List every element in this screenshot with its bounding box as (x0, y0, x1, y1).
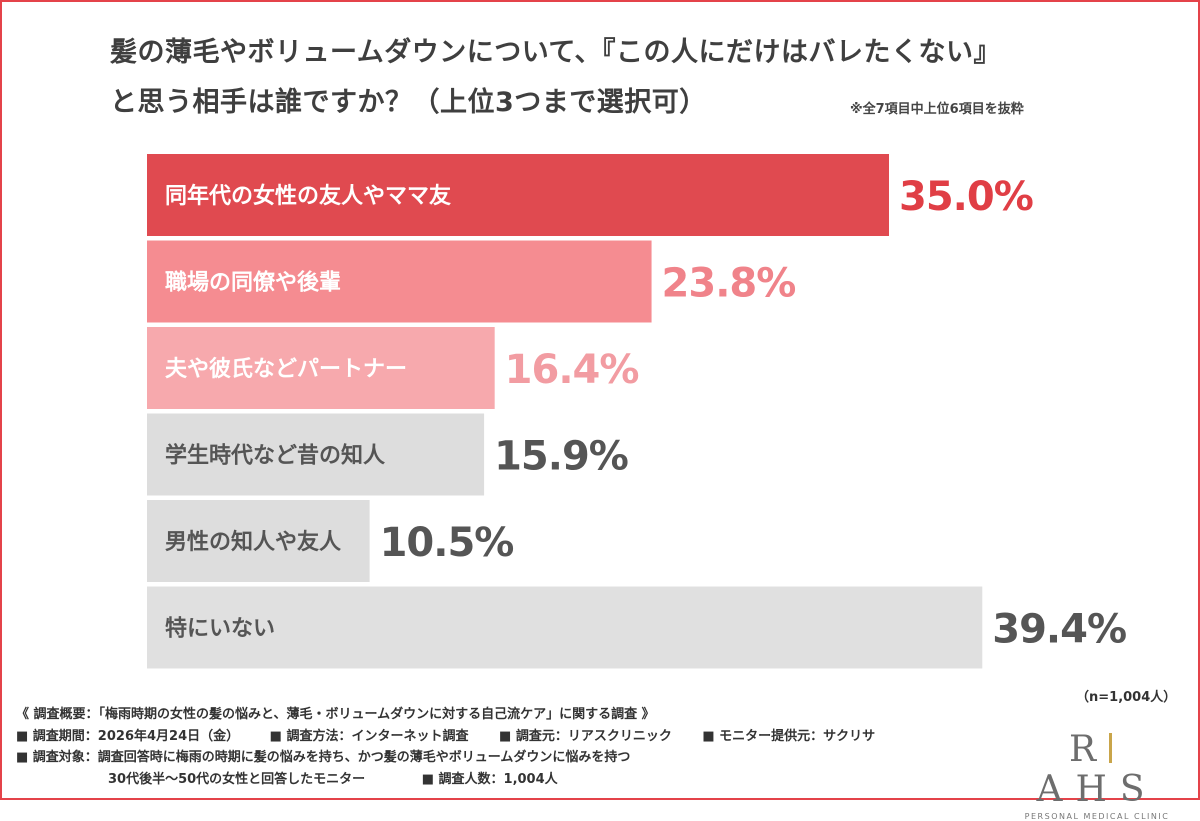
bar-value-5: 10.5% (380, 520, 514, 566)
bar-label-3: 夫や彼氏などパートナー (165, 356, 407, 382)
survey-source: ■ 調査元：リアスクリニック (499, 728, 672, 744)
chart-title: 髪の薄毛やボリュームダウンについて、『この人にだけはバレたくない』 と思う相手は… (110, 28, 1001, 128)
logo-letters-ahs: AHS (1036, 769, 1158, 810)
bar-2 (147, 240, 652, 323)
riahs-logo: RAHS PERSONAL MEDICAL CLINIC (1012, 730, 1182, 821)
chart-title-line1: 髪の薄毛やボリュームダウンについて、『この人にだけはバレたくない』 (110, 37, 1002, 68)
logo-letter-r: R (1068, 729, 1110, 770)
bar-value-2: 23.8% (662, 261, 796, 307)
bar-1 (147, 154, 889, 236)
sample-size: （n=1,004人） (1076, 690, 1177, 705)
bar-5 (147, 500, 370, 582)
survey-row-3: 30代後半〜50代の女性と回答したモニター ■ 調査人数：1,004人 (16, 769, 996, 791)
bar-value-4: 15.9% (494, 434, 628, 480)
page-border (0, 0, 1200, 800)
logo-subtitle: PERSONAL MEDICAL CLINIC (1024, 812, 1170, 821)
logo-accent-bar (1109, 733, 1113, 763)
bar-value-1: 35.0% (899, 174, 1033, 220)
survey-provider: ■ モニター提供元：サクリサ (702, 728, 876, 744)
survey-row-1: ■ 調査期間：2026年4月24日（金） ■ 調査方法：インターネット調査 ■ … (16, 726, 996, 748)
bar-value-3: 16.4% (505, 347, 639, 393)
bar-label-5: 男性の知人や友人 (165, 529, 341, 555)
logo-mark: RAHS (1012, 730, 1182, 810)
survey-title: 《 調査概要：「梅雨時期の女性の髪の悩みと、薄毛・ボリュームダウンに対する自己流… (16, 707, 655, 722)
survey-overview: 《 調査概要：「梅雨時期の女性の髪の悩みと、薄毛・ボリュームダウンに対する自己流… (16, 704, 996, 790)
bar-label-6: 特にいない (165, 616, 275, 642)
chart-title-line2: と思う相手は誰ですか？（上位3つまで選択可） (110, 87, 707, 118)
excerpt-note: ※全7項目中上位6項目を抜粋 (850, 102, 1024, 117)
bar-value-6: 39.4% (992, 607, 1126, 653)
bar-3 (147, 327, 495, 409)
survey-period: ■ 調査期間：2026年4月24日（金） (16, 728, 240, 744)
survey-target-cont: 30代後半〜50代の女性と回答したモニター (108, 771, 366, 787)
bar-label-1: 同年代の女性の友人やママ友 (165, 183, 451, 209)
survey-target: ■ 調査対象：調査回答時に梅雨の時期に髪の悩みを持ち、かつ髪の薄毛やボリュームダ… (16, 750, 631, 765)
survey-method: ■ 調査方法：インターネット調査 (269, 728, 469, 744)
bar-chart: 同年代の女性の友人やママ友 35.0% 職場の同僚や後輩 23.8% 夫や彼氏などパート… (147, 154, 1127, 669)
bar-6 (147, 586, 983, 669)
bar-label-4: 学生時代など昔の知人 (165, 443, 385, 469)
survey-count: ■ 調査人数：1,004人 (421, 771, 558, 787)
bar-4 (147, 413, 485, 496)
bar-label-2: 職場の同僚や後輩 (165, 270, 341, 296)
